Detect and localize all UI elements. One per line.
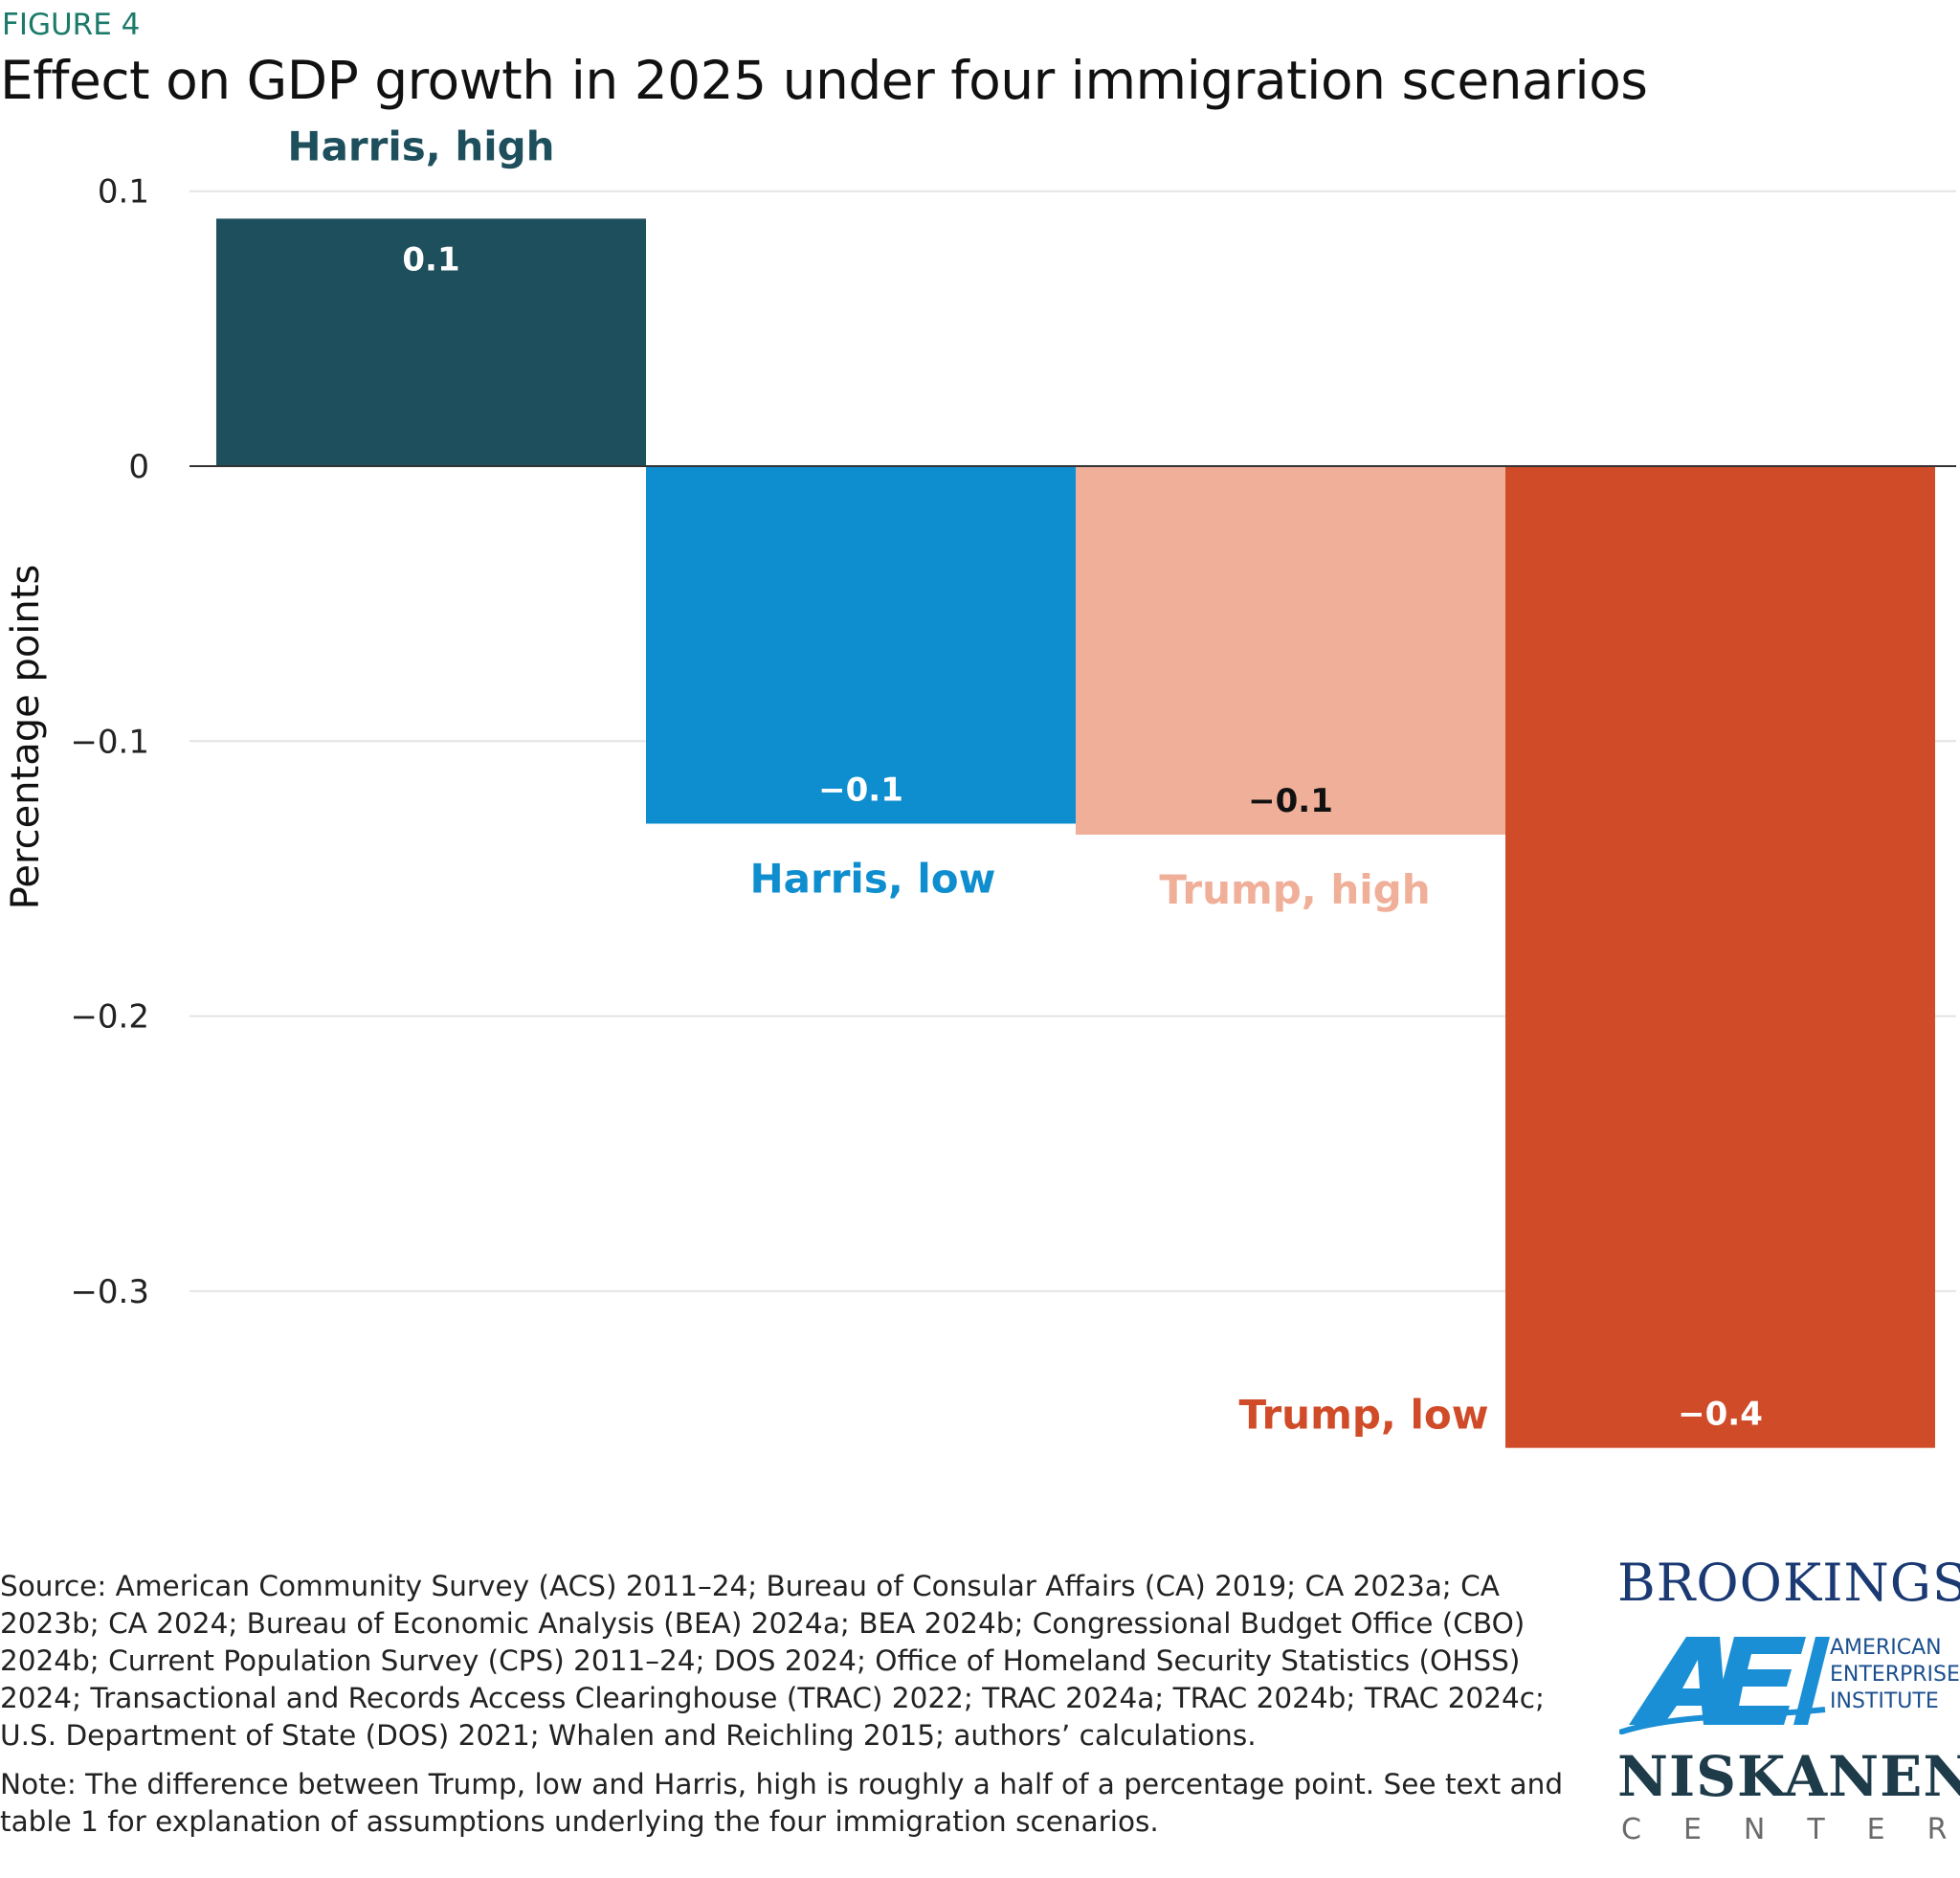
y-tick-labels: 0.1 0 −0.1 −0.2 −0.3: [70, 173, 149, 1311]
value-label-3: −0.4: [1678, 1396, 1763, 1434]
source-note: Source: American Community Survey (ACS) …: [0, 1570, 1545, 1752]
bar-0: [216, 218, 646, 466]
value-labels: 0.1 −0.1 −0.1 −0.4: [402, 240, 1762, 1433]
category-label-2: Trump, high: [1159, 866, 1430, 913]
aei-logo-mark: [1619, 1637, 1830, 1734]
brookings-logo: BROOKINGS: [1617, 1553, 1960, 1613]
y-tick-label: −0.1: [70, 723, 149, 761]
aei-logo-text: AMERICAN ENTERPRISE INSTITUTE: [1830, 1635, 1960, 1715]
y-tick-label: −0.3: [70, 1273, 149, 1311]
y-tick-label: 0: [128, 448, 149, 486]
aei-text-line-3: INSTITUTE: [1830, 1689, 1939, 1713]
bar-3: [1505, 466, 1935, 1448]
category-labels: Harris, high Harris, low Trump, high Trump,…: [287, 124, 1488, 1439]
bar-1: [646, 466, 1076, 824]
y-tick-label: 0.1: [98, 173, 149, 212]
value-label-0: 0.1: [402, 240, 459, 279]
category-label-0: Harris, high: [287, 124, 554, 170]
notes: Source: American Community Survey (ACS) …: [0, 1568, 1608, 1852]
bars: [216, 218, 1935, 1448]
chart-title: Effect on GDP growth in 2025 under four …: [0, 50, 1648, 111]
figure-label: FIGURE 4: [2, 8, 141, 42]
value-label-1: −0.1: [818, 771, 903, 809]
bar-chart: 0.1 0 −0.1 −0.2 −0.3 0.1 −0.1 −0.1 −0.4 Harris,…: [4, 124, 1956, 1448]
explanatory-note: Note: The difference between Trump, low …: [0, 1768, 1564, 1838]
y-tick-label: −0.2: [70, 998, 149, 1037]
y-axis-label: Percentage points: [4, 565, 48, 910]
bar-2: [1076, 466, 1505, 835]
aei-text-line-2: ENTERPRISE: [1830, 1663, 1960, 1687]
category-label-1: Harris, low: [750, 855, 996, 902]
category-label-3: Trump, low: [1238, 1392, 1488, 1439]
niskanen-logo: NISKANEN: [1617, 1744, 1960, 1809]
value-label-2: −0.1: [1248, 782, 1333, 820]
aei-text-line-1: AMERICAN: [1830, 1636, 1942, 1660]
niskanen-center-word: CENTER: [1621, 1813, 1960, 1846]
logos: BROOKINGS AMERICAN ENTERPRISE INSTITUTE …: [1617, 1553, 1960, 1878]
